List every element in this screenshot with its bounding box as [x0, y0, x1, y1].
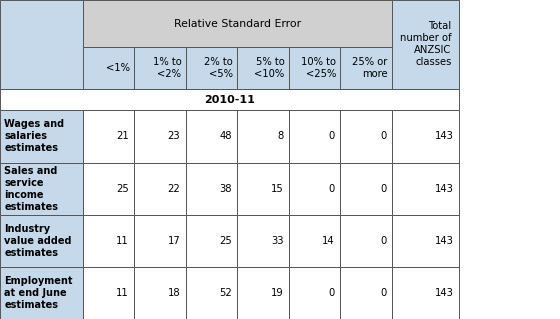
Text: 0: 0	[329, 288, 335, 298]
Bar	[134, 163, 186, 215]
Text: 14: 14	[322, 236, 335, 246]
Text: 21: 21	[116, 131, 129, 141]
Text: 15: 15	[270, 184, 283, 194]
Text: 5% to
<10%: 5% to <10%	[254, 57, 284, 79]
Bar	[0, 215, 83, 267]
Text: 48: 48	[220, 131, 232, 141]
Text: 2010-11: 2010-11	[204, 94, 255, 105]
Bar	[392, 163, 459, 215]
Text: <1%: <1%	[106, 63, 130, 73]
Text: 25% or
more: 25% or more	[352, 57, 388, 79]
Text: 25: 25	[219, 236, 232, 246]
Bar	[340, 163, 392, 215]
Bar	[134, 47, 186, 89]
Text: 11: 11	[116, 288, 129, 298]
Text: 10% to
<25%: 10% to <25%	[301, 57, 336, 79]
Text: 0: 0	[380, 236, 386, 246]
Bar	[237, 163, 289, 215]
Bar	[392, 267, 459, 319]
Bar	[0, 267, 83, 319]
Bar	[186, 267, 237, 319]
Text: 143: 143	[435, 236, 454, 246]
Bar	[392, 110, 459, 163]
Bar	[0, 110, 83, 163]
Bar	[289, 267, 340, 319]
Bar	[83, 267, 134, 319]
Bar	[237, 110, 289, 163]
Bar	[83, 110, 134, 163]
Text: 143: 143	[435, 184, 454, 194]
Bar	[134, 110, 186, 163]
Text: 2% to
<5%: 2% to <5%	[204, 57, 233, 79]
Text: 0: 0	[329, 131, 335, 141]
Bar	[237, 215, 289, 267]
Text: 1% to
<2%: 1% to <2%	[153, 57, 181, 79]
Bar	[83, 163, 134, 215]
Text: Employment
at end June
estimates: Employment at end June estimates	[4, 276, 73, 310]
Text: 19: 19	[270, 288, 283, 298]
Bar	[0, 163, 83, 215]
Bar	[340, 47, 392, 89]
Bar	[289, 47, 340, 89]
Bar	[0, 89, 459, 110]
Bar	[340, 215, 392, 267]
Text: 0: 0	[380, 184, 386, 194]
Text: 143: 143	[435, 131, 454, 141]
Text: 33: 33	[271, 236, 283, 246]
Bar	[186, 110, 237, 163]
Text: 0: 0	[329, 184, 335, 194]
Text: Relative Standard Error: Relative Standard Error	[174, 19, 301, 29]
Text: Total
number of
ANZSIC
classes: Total number of ANZSIC classes	[400, 21, 451, 67]
Bar	[392, 215, 459, 267]
Text: 25: 25	[116, 184, 129, 194]
Text: 0: 0	[380, 288, 386, 298]
Bar	[186, 47, 237, 89]
Bar	[0, 0, 83, 89]
Text: Wages and
salaries
estimates: Wages and salaries estimates	[4, 119, 64, 153]
Bar	[340, 267, 392, 319]
Text: 18: 18	[167, 288, 180, 298]
Bar	[83, 0, 392, 47]
Bar	[83, 47, 134, 89]
Text: Industry
value added
estimates: Industry value added estimates	[4, 224, 72, 258]
Text: 17: 17	[167, 236, 180, 246]
Bar	[289, 110, 340, 163]
Bar	[392, 0, 459, 89]
Text: Sales and
service
income
estimates: Sales and service income estimates	[4, 166, 58, 211]
Bar	[237, 47, 289, 89]
Bar	[134, 215, 186, 267]
Bar	[340, 110, 392, 163]
Text: 38: 38	[220, 184, 232, 194]
Text: 11: 11	[116, 236, 129, 246]
Text: 23: 23	[167, 131, 180, 141]
Text: 0: 0	[380, 131, 386, 141]
Text: 8: 8	[277, 131, 283, 141]
Bar	[289, 163, 340, 215]
Text: 22: 22	[167, 184, 180, 194]
Bar	[289, 215, 340, 267]
Bar	[186, 215, 237, 267]
Bar	[83, 215, 134, 267]
Text: 52: 52	[219, 288, 232, 298]
Text: 143: 143	[435, 288, 454, 298]
Bar	[237, 267, 289, 319]
Bar	[186, 163, 237, 215]
Bar	[134, 267, 186, 319]
